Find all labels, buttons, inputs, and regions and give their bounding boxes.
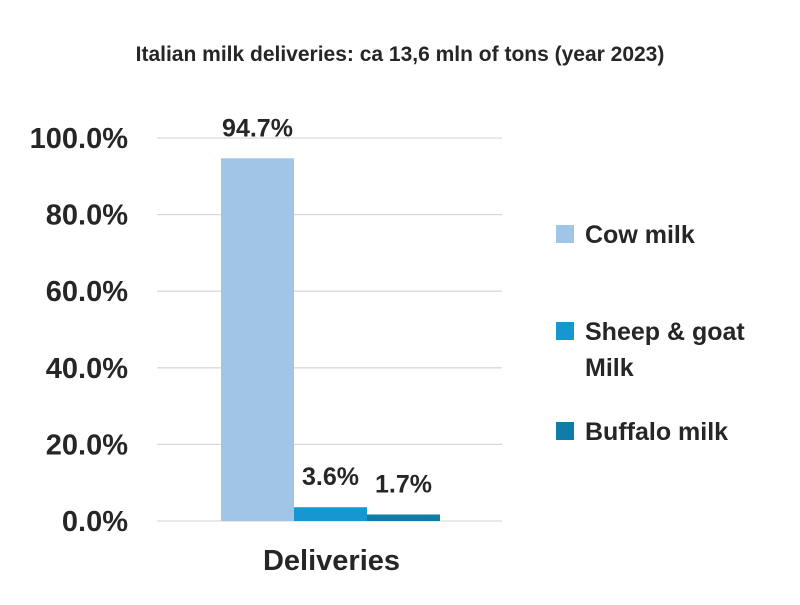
legend-label: Buffalo milk <box>585 418 728 446</box>
legend-label: Sheep & goat <box>585 318 745 346</box>
legend-label: Milk <box>585 354 634 382</box>
legend-swatch <box>556 422 574 440</box>
chart-title: Italian milk deliveries: ca 13,6 mln of … <box>136 43 665 66</box>
y-tick-label: 40.0% <box>46 353 128 385</box>
data-label: 94.7% <box>222 114 293 142</box>
legend-label: Cow milk <box>585 221 695 249</box>
data-labels: 94.7% 3.6% 1.7% <box>222 114 432 498</box>
x-axis-ticks: Deliveries <box>263 545 400 577</box>
y-tick-label: 100.0% <box>30 123 129 155</box>
bars <box>221 158 440 521</box>
data-label: 3.6% <box>302 463 359 491</box>
y-tick-label: 0.0% <box>62 506 128 538</box>
bar <box>367 514 440 521</box>
data-label: 1.7% <box>375 470 432 498</box>
x-tick-label: Deliveries <box>263 545 400 577</box>
legend: Cow milk Sheep & goat Milk Buffalo milk <box>556 221 745 446</box>
y-axis-ticks: 0.0% 20.0% 40.0% 60.0% 80.0% 100.0% <box>30 123 129 538</box>
y-tick-label: 80.0% <box>46 200 128 232</box>
legend-swatch <box>556 322 574 340</box>
legend-swatch <box>556 225 574 243</box>
bar <box>294 507 367 521</box>
y-tick-label: 60.0% <box>46 276 128 308</box>
bar <box>221 158 294 521</box>
gridlines <box>157 137 502 522</box>
y-tick-label: 20.0% <box>46 429 128 461</box>
